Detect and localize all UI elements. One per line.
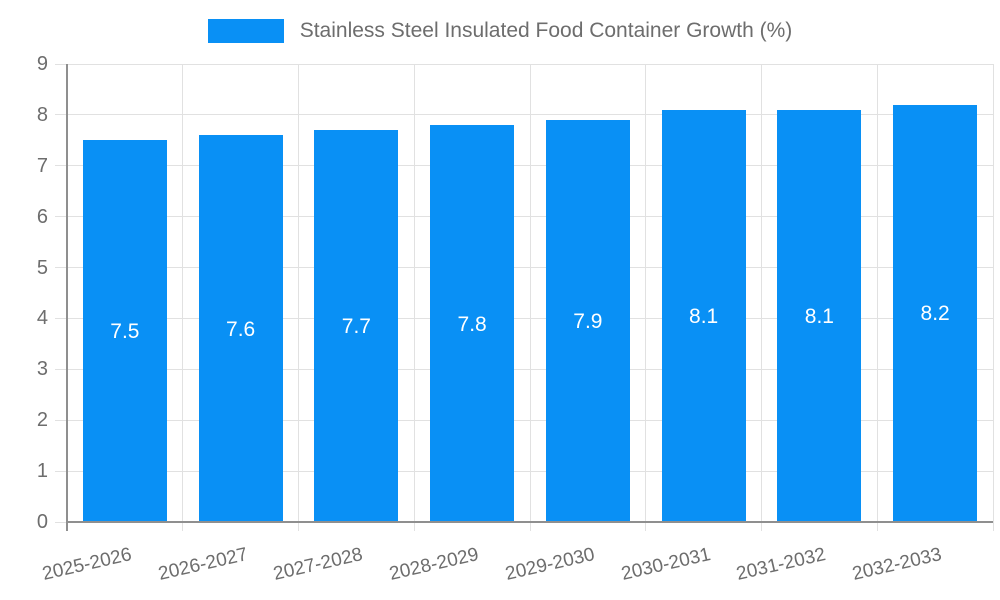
y-tick-mark [55,317,67,319]
y-tick-label: 1 [36,460,48,483]
x-axis-line [67,521,993,523]
y-tick-mark [55,521,67,523]
y-tick-mark [55,216,67,218]
x-tick-mark [645,522,647,531]
legend-item[interactable]: Stainless Steel Insulated Food Container… [0,17,1000,45]
gridline-v [992,64,994,522]
gridline-v [876,64,878,522]
x-tick-mark [992,522,994,531]
bar-value-label: 7.8 [457,312,487,336]
y-tick-label: 8 [36,103,48,126]
y-tick-label: 4 [36,307,48,330]
gridline-v [182,64,184,522]
bar [661,109,746,522]
bar-value-label: 7.9 [573,309,603,333]
gridline-v [529,64,531,522]
y-tick-label: 0 [36,511,48,533]
y-tick-mark [55,419,67,421]
gridline-v [761,64,762,522]
y-tick-label: 3 [36,358,48,381]
y-tick-label: 2 [36,409,48,432]
y-tick-label: 6 [36,205,48,228]
bar-value-label: 7.5 [110,320,140,344]
gridline-v [298,64,299,522]
bar-value-label: 7.7 [341,315,371,339]
y-tick-mark [55,267,67,269]
y-tick-mark [55,368,67,370]
gridline-v [645,64,647,522]
x-tick-mark [182,522,184,531]
x-tick-mark [876,522,878,531]
bar-value-label: 8.1 [804,304,834,328]
bar [777,109,862,522]
x-tick-mark [413,522,415,531]
x-tick-mark [529,522,531,531]
bar [545,119,630,522]
y-tick-label: 5 [36,256,48,279]
bar-value-label: 8.2 [920,302,950,326]
y-tick-label: 7 [36,154,48,177]
x-tick-mark [761,522,762,531]
bar-value-label: 7.6 [226,317,256,341]
bar-value-label: 8.1 [689,304,719,328]
gridline-v [413,64,415,522]
y-tick-mark [55,470,67,472]
bar [82,140,167,522]
y-tick-label: 9 [36,53,48,75]
bar [198,135,283,522]
legend-label: Stainless Steel Insulated Food Container… [299,19,793,42]
bar [430,125,515,522]
bar [314,130,399,522]
legend-swatch-icon [207,19,284,43]
bar [893,104,978,522]
y-axis-line [66,64,68,531]
y-tick-mark [55,63,67,65]
y-tick-mark [55,165,67,167]
x-tick-mark [298,522,299,531]
y-tick-mark [55,114,67,116]
